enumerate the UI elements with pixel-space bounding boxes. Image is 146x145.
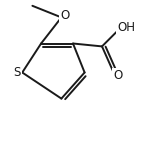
Text: OH: OH [117,21,135,34]
Text: O: O [60,9,70,22]
Text: S: S [13,66,21,79]
Text: O: O [113,69,123,82]
